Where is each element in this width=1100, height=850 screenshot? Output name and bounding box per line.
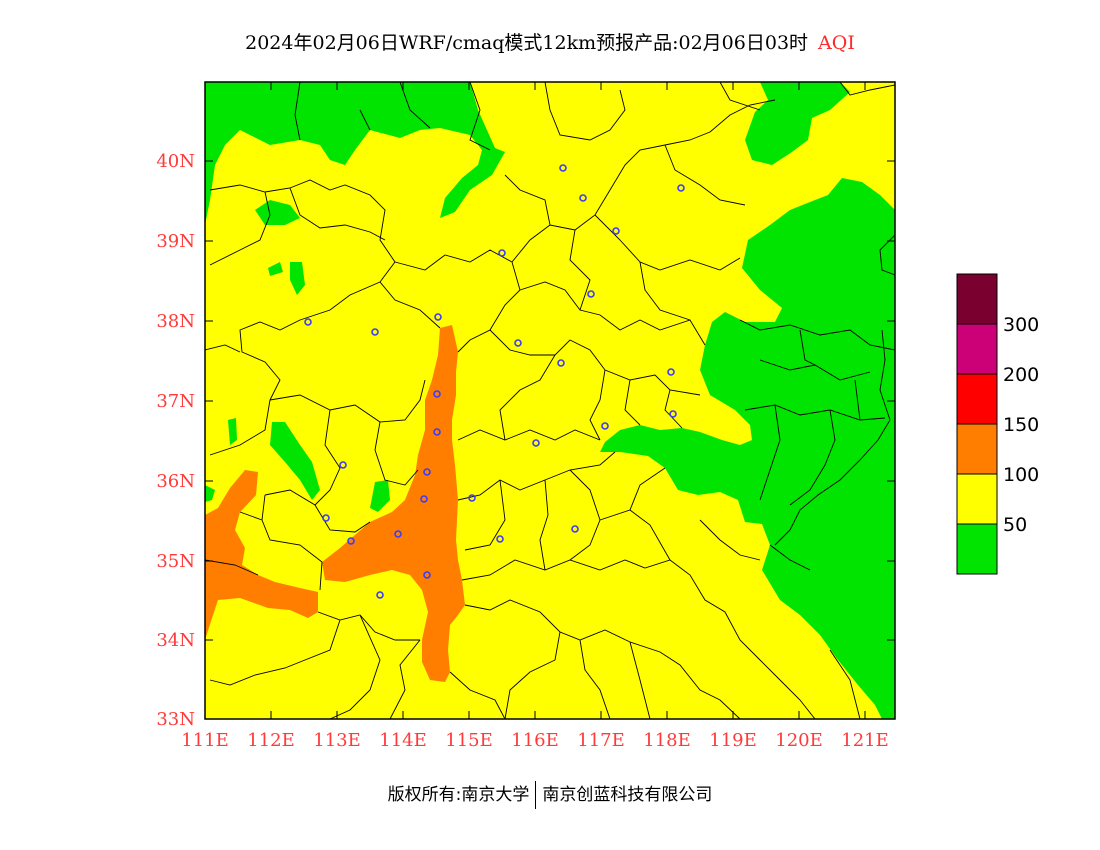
legend-label-50: 50 [1003,514,1027,536]
map-area [205,82,895,719]
longitude-axis: 111E 112E 113E 114E 115E 116E 117E 118E … [181,82,889,751]
green-blob-west-3 [268,262,283,276]
legend-swatch-unhealthy [956,373,998,425]
copyright-line: 版权所有:南京大学 南京创蓝科技有限公司 [0,780,1100,809]
map-title: 2024年02月06日WRF/cmaq模式12km预报产品:02月06日03时 A… [0,28,1100,55]
lon-label-118e: 118E [643,730,691,751]
legend-swatch-very-unhealthy [956,323,998,375]
green-blob-west-2 [290,262,305,295]
lat-label-38n: 38N [156,311,195,332]
legend-swatch-moderate [956,473,998,525]
orange-region-central-corridor [322,325,465,682]
lon-label-112e: 112E [247,730,295,751]
green-blob-small-2 [370,480,390,512]
legend-swatch-sensitive [956,423,998,475]
green-region-east [600,178,895,719]
lat-label-40n: 40N [156,151,195,172]
title-product: AQI [818,32,855,54]
city-markers [304,164,685,599]
lon-label-117e: 117E [577,730,625,751]
legend-swatch-hazardous [956,273,998,325]
lon-label-111e: 111E [181,730,229,751]
green-blob-west-1 [255,200,300,225]
lon-label-119e: 119E [709,730,757,751]
green-blob-left-edge [205,485,215,502]
legend-label-200: 200 [1003,364,1039,386]
lon-label-114e: 114E [379,730,427,751]
orange-region-southwest [205,470,318,640]
lat-label-34n: 34N [156,630,195,651]
admin-boundaries [205,82,895,719]
green-blob-central [270,422,320,500]
lon-label-115e: 115E [445,730,493,751]
copyright-separator [535,781,537,809]
lat-label-35n: 35N [156,551,195,572]
legend-label-300: 300 [1003,314,1039,336]
legend-label-100: 100 [1003,464,1039,486]
lon-label-116e: 116E [511,730,559,751]
lat-label-33n: 33N [156,709,195,730]
green-blob-small-1 [228,418,237,445]
green-region-north-center [745,82,850,165]
lon-label-113e: 113E [313,730,361,751]
lon-label-121e: 121E [841,730,889,751]
lon-label-120e: 120E [775,730,823,751]
legend-label-150: 150 [1003,414,1039,436]
lat-label-37n: 37N [156,391,195,412]
lat-label-36n: 36N [156,471,195,492]
legend-swatch-good [956,523,998,575]
copyright-left: 版权所有:南京大学 [387,785,530,805]
lat-label-39n: 39N [156,231,195,252]
green-region-north [205,82,505,225]
latitude-axis: 40N 39N 38N 37N 36N 35N 34N 33N [156,151,895,730]
aqi-legend: 300 200 150 100 50 [956,273,1039,575]
title-main: 2024年02月06日WRF/cmaq模式12km预报产品:02月06日03时 [245,32,809,54]
copyright-right: 南京创蓝科技有限公司 [542,785,713,805]
